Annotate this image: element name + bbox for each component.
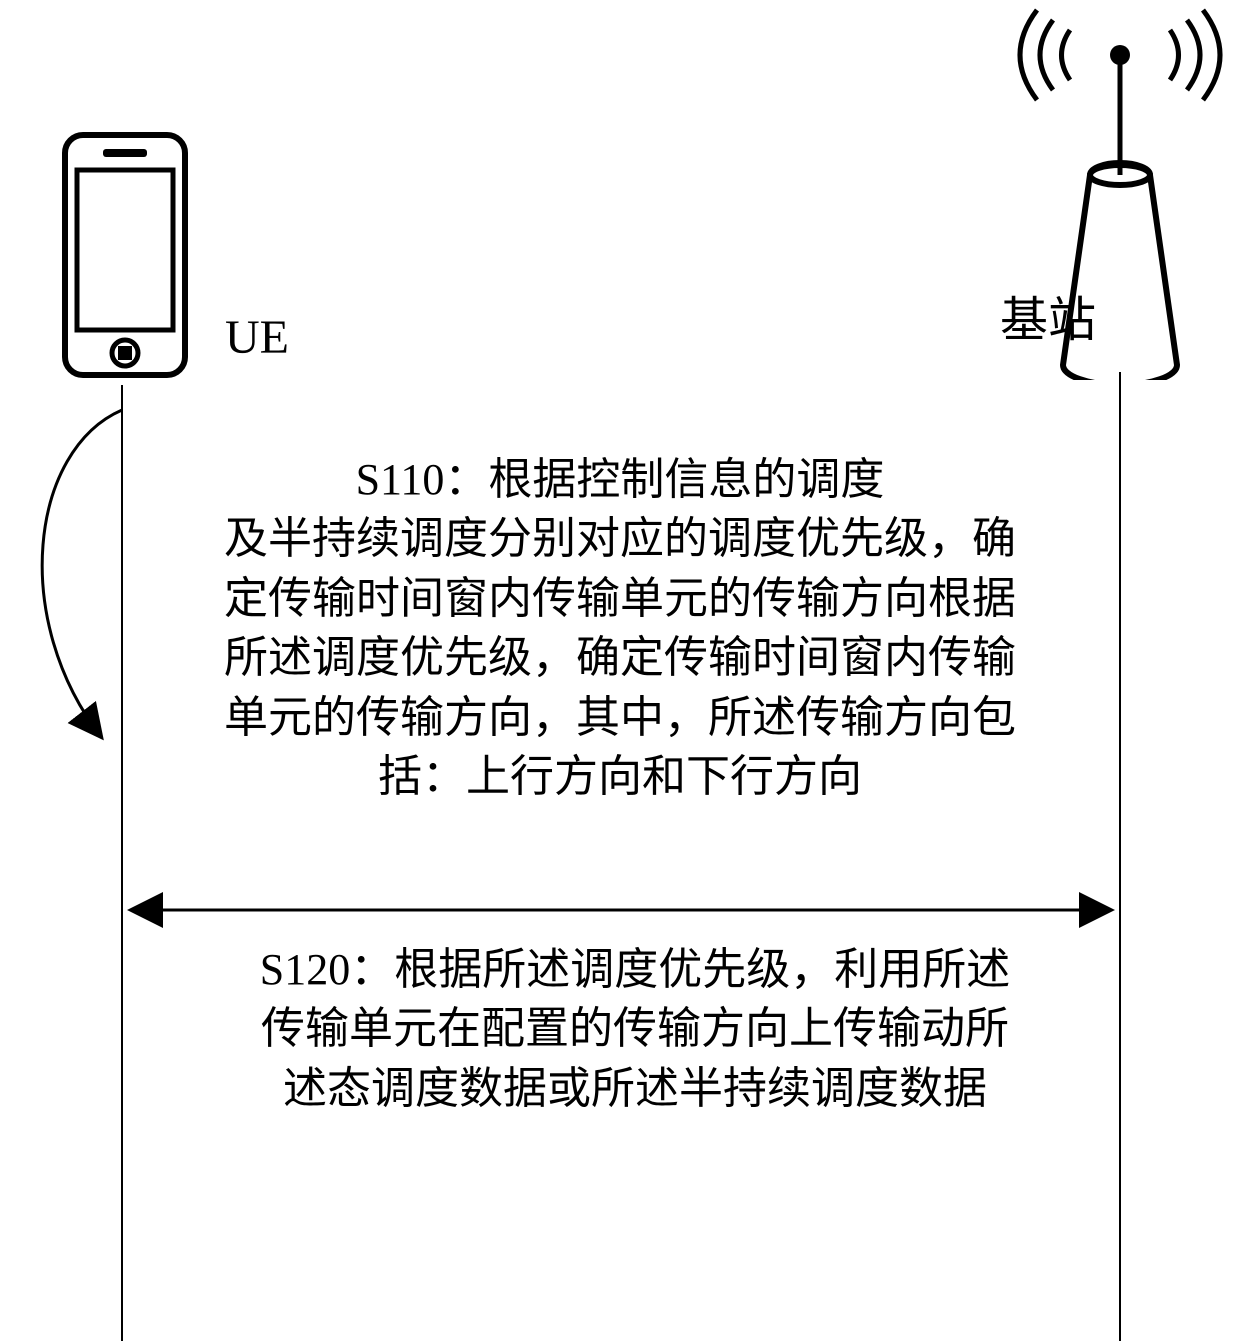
s110-line2: 及半持续调度分别对应的调度优先级，确 [210, 509, 1030, 568]
sequence-diagram: UE 基站 S110：根据控制信息的调度 及半持续调度分别对应的调度优先级，确 … [0, 0, 1240, 1341]
s120-line1: S120：根据所述调度优先级，利用所述 [225, 940, 1045, 999]
ue-label: UE [225, 310, 289, 365]
s120-line3: 述态调度数据或所述半持续调度数据 [225, 1059, 1045, 1118]
ue-phone-icon [55, 125, 195, 385]
s110-line1: S110：根据控制信息的调度 [210, 450, 1030, 509]
step-s120-text: S120：根据所述调度优先级，利用所述 传输单元在配置的传输方向上传输动所 述态… [225, 940, 1045, 1118]
s110-line5: 单元的传输方向，其中，所述传输方向包 [210, 688, 1030, 747]
step-s110-text: S110：根据控制信息的调度 及半持续调度分别对应的调度优先级，确 定传输时间窗… [210, 450, 1030, 806]
s110-line4: 所述调度优先级，确定传输时间窗内传输 [210, 628, 1030, 687]
s110-line3: 定传输时间窗内传输单元的传输方向根据 [210, 569, 1030, 628]
ue-lifeline [121, 385, 123, 1341]
base-station-label: 基站 [1000, 280, 1096, 350]
s120-line2: 传输单元在配置的传输方向上传输动所 [225, 999, 1045, 1058]
s110-line6: 括：上行方向和下行方向 [210, 747, 1030, 806]
self-message-arrow [42, 410, 122, 738]
base-station-lifeline [1119, 372, 1121, 1341]
